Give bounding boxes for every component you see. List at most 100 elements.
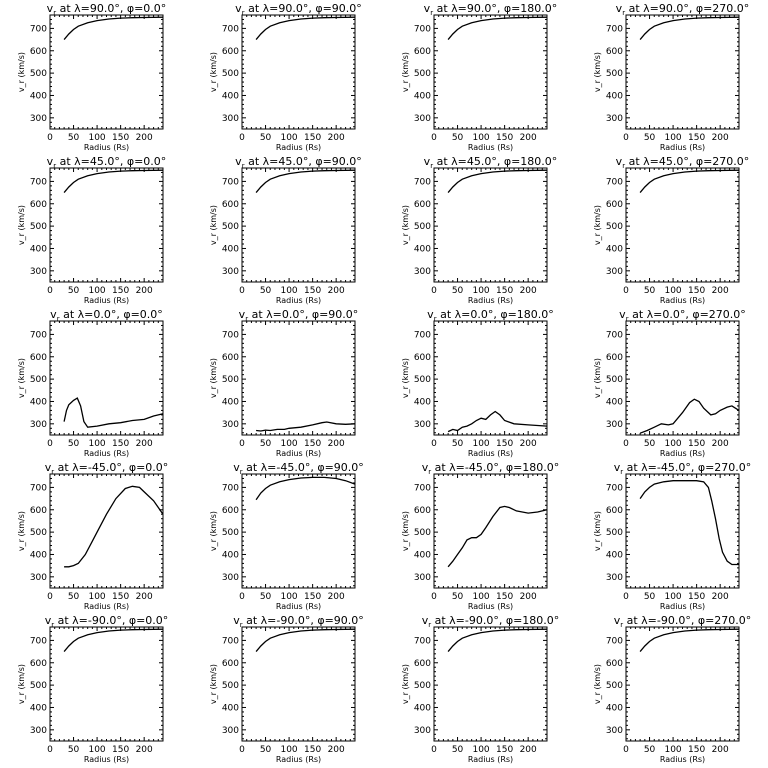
chart-panel-4: vr at λ=45.0°, φ=0.0° 0 50 100 150 200 300 400 5… — [17, 155, 166, 305]
y-tick-label: 600 — [414, 200, 431, 210]
y-tick-label: 700 — [222, 177, 239, 187]
y-axis-label: v_r (km/s) — [209, 205, 218, 245]
x-tick-label: 0 — [239, 439, 245, 449]
chart-title: vr at λ=0.0°, φ=180.0° — [427, 308, 554, 323]
y-tick-label: 600 — [222, 659, 239, 669]
plot-frame — [49, 473, 164, 589]
x-tick-label: 100 — [88, 286, 105, 296]
title-coords: at λ=45.0°, φ=180.0° — [433, 155, 557, 168]
chart-panel-3: vr at λ=90.0°, φ=270.0° 0 50 100 150 200 300 40… — [593, 2, 749, 152]
x-tick-label: 50 — [260, 592, 272, 602]
title-coords: at λ=-90.0°, φ=270.0° — [623, 614, 751, 627]
x-tick-label: 200 — [712, 592, 729, 602]
title-coords: at λ=-90.0°, φ=180.0° — [431, 614, 559, 627]
x-tick-label: 0 — [431, 133, 437, 143]
series-line-0 — [255, 476, 356, 501]
y-tick-label: 700 — [30, 483, 47, 493]
chart-panel-13: vr at λ=-45.0°, φ=90.0° 0 50 100 150 200 300 40… — [209, 461, 364, 611]
y-tick-label: 700 — [30, 24, 47, 34]
chart-panel-16: vr at λ=-90.0°, φ=0.0° 0 50 100 150 200 300 400… — [17, 614, 168, 764]
x-tick-label: 0 — [623, 592, 629, 602]
y-tick-label: 600 — [30, 659, 47, 669]
series-line-0 — [63, 16, 164, 41]
y-tick-label: 300 — [222, 267, 239, 277]
x-tick-label: 100 — [280, 439, 297, 449]
y-tick-label: 600 — [414, 353, 431, 363]
title-variable: v — [45, 614, 52, 627]
x-tick-label: 100 — [664, 745, 681, 755]
y-tick-label: 500 — [414, 375, 431, 385]
x-tick-label: 150 — [304, 439, 321, 449]
y-tick-label: 700 — [606, 330, 623, 340]
x-axis-label: Radius (Rs) — [468, 602, 513, 611]
y-axis-label: v_r (km/s) — [17, 358, 26, 398]
x-axis-label: Radius (Rs) — [660, 143, 705, 152]
chart-panel-18: vr at λ=-90.0°, φ=180.0° 0 50 100 150 200 300 4… — [401, 614, 559, 764]
title-subscript: r — [51, 621, 54, 629]
x-tick-label: 100 — [88, 439, 105, 449]
plot-frame — [433, 473, 548, 589]
y-axis-label: v_r (km/s) — [401, 664, 410, 704]
title-coords: at λ=0.0°, φ=0.0° — [60, 308, 163, 321]
x-axis-label: Radius (Rs) — [660, 449, 705, 458]
x-tick-label: 0 — [47, 286, 53, 296]
series-line-0 — [63, 397, 164, 428]
x-tick-label: 50 — [260, 745, 272, 755]
chart-panel-14: vr at λ=-45.0°, φ=180.0° 0 50 100 150 200 300 4… — [401, 461, 559, 611]
x-tick-label: 0 — [47, 439, 53, 449]
x-tick-label: 200 — [328, 745, 345, 755]
title-variable: v — [50, 308, 57, 321]
title-subscript: r — [242, 9, 245, 17]
chart-panel-11: vr at λ=0.0°, φ=270.0° 0 50 100 150 200 300 400… — [593, 308, 746, 458]
y-tick-label: 500 — [606, 375, 623, 385]
x-tick-label: 200 — [136, 592, 153, 602]
y-tick-label: 500 — [30, 69, 47, 79]
x-tick-label: 50 — [452, 439, 464, 449]
plot-frame — [49, 14, 164, 130]
x-tick-label: 0 — [431, 286, 437, 296]
x-tick-label: 0 — [623, 286, 629, 296]
y-tick-label: 400 — [414, 703, 431, 713]
title-coords: at λ=0.0°, φ=90.0° — [248, 308, 358, 321]
y-tick-label: 600 — [222, 47, 239, 57]
y-tick-label: 700 — [222, 636, 239, 646]
plot-frame — [49, 167, 164, 283]
chart-title: vr at λ=45.0°, φ=0.0° — [47, 155, 167, 170]
plot-frame — [625, 320, 740, 436]
y-axis-label: v_r (km/s) — [209, 511, 218, 551]
x-tick-label: 0 — [47, 592, 53, 602]
x-tick-label: 150 — [112, 592, 129, 602]
title-coords: at λ=45.0°, φ=270.0° — [625, 155, 749, 168]
x-tick-label: 50 — [68, 133, 80, 143]
y-tick-label: 600 — [414, 47, 431, 57]
y-tick-label: 600 — [606, 659, 623, 669]
x-tick-label: 50 — [260, 133, 272, 143]
x-tick-label: 150 — [496, 439, 513, 449]
x-tick-label: 0 — [239, 592, 245, 602]
y-tick-label: 500 — [414, 222, 431, 232]
x-tick-label: 200 — [712, 439, 729, 449]
y-tick-label: 300 — [414, 420, 431, 430]
y-tick-label: 400 — [30, 91, 47, 101]
y-tick-label: 700 — [606, 24, 623, 34]
series-line-0 — [447, 410, 548, 433]
y-tick-label: 400 — [606, 397, 623, 407]
y-tick-label: 400 — [222, 244, 239, 254]
series-line-0 — [255, 16, 356, 41]
chart-panel-2: vr at λ=90.0°, φ=180.0° 0 50 100 150 200 300 40… — [401, 2, 557, 152]
title-coords: at λ=0.0°, φ=180.0° — [437, 308, 554, 321]
y-tick-label: 500 — [222, 375, 239, 385]
y-tick-label: 700 — [30, 177, 47, 187]
y-tick-label: 300 — [414, 114, 431, 124]
chart-title: vr at λ=-90.0°, φ=0.0° — [45, 614, 169, 629]
series-line-0 — [255, 628, 356, 653]
x-tick-label: 100 — [472, 592, 489, 602]
x-tick-label: 200 — [136, 439, 153, 449]
title-coords: at λ=90.0°, φ=0.0° — [56, 2, 166, 15]
x-tick-label: 100 — [280, 592, 297, 602]
title-subscript: r — [240, 468, 243, 476]
x-tick-label: 100 — [88, 133, 105, 143]
y-axis-label: v_r (km/s) — [401, 358, 410, 398]
x-tick-label: 200 — [712, 745, 729, 755]
chart-panel-0: vr at λ=90.0°, φ=0.0° 0 50 100 150 200 300 400 5… — [17, 2, 166, 152]
